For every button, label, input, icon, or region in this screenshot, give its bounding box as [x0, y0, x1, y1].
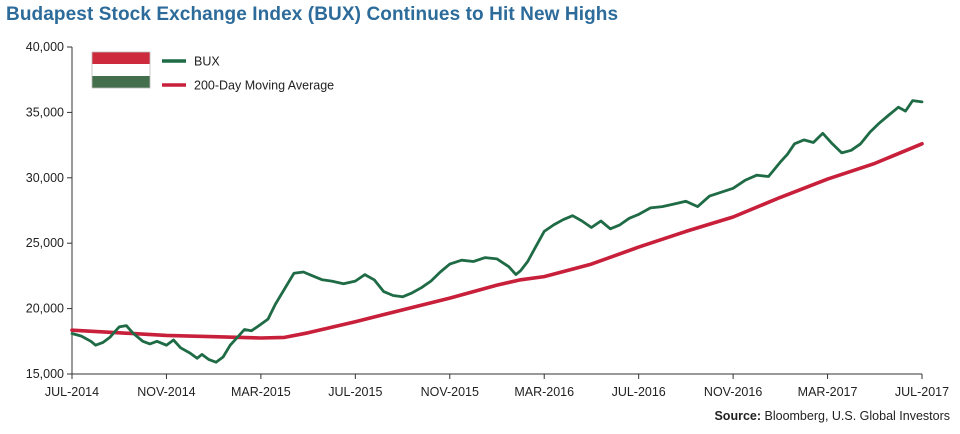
- bux-series-line: [70, 99, 924, 364]
- flag-green-stripe: [92, 76, 150, 88]
- y-tick-label: 35,000: [26, 105, 64, 119]
- chart-title: Budapest Stock Exchange Index (BUX) Cont…: [6, 4, 619, 25]
- series-lines: [70, 99, 924, 364]
- y-tick-label: 25,000: [26, 236, 64, 250]
- flag-white-stripe: [92, 64, 150, 76]
- x-axis-ticks: JUL-2014 NOV-2014 MAR-2015 JUL-2015 NOV-2015…: [45, 374, 949, 399]
- legend-moving-average-label: 200-Day Moving Average: [194, 79, 334, 93]
- x-tick-label: MAR-2016: [514, 385, 574, 399]
- x-tick-label: JUL-2017: [895, 385, 949, 399]
- source-note: Source: Bloomberg, U.S. Global Investors: [714, 409, 950, 423]
- chart-axes: [71, 47, 922, 375]
- moving-average-series-line: [70, 142, 924, 340]
- legend-bux-label: BUX: [194, 55, 220, 69]
- flag-border: [91, 51, 151, 89]
- x-tick-label: NOV-2016: [704, 385, 762, 399]
- x-tick-label: JUL-2016: [612, 385, 666, 399]
- x-tick-label: JUL-2015: [328, 385, 382, 399]
- y-tick-label: 30,000: [26, 171, 64, 185]
- x-tick-label: NOV-2014: [137, 385, 195, 399]
- source-label: Source:: [714, 409, 762, 423]
- y-tick-label: 20,000: [26, 302, 64, 316]
- x-tick-label: NOV-2015: [421, 385, 479, 399]
- x-tick-label: MAR-2015: [231, 385, 291, 399]
- y-tick-label: 40,000: [26, 40, 64, 54]
- x-tick-label: JUL-2014: [45, 385, 99, 399]
- y-axis-ticks: 15,000 20,000 25,000 30,000 35,000 40,000: [26, 40, 72, 381]
- flag-red-stripe: [92, 52, 150, 64]
- source-text: Bloomberg, U.S. Global Investors: [764, 409, 951, 423]
- y-tick-label: 15,000: [26, 367, 64, 381]
- x-tick-label: MAR-2017: [798, 385, 858, 399]
- chart-legend: BUX 200-Day Moving Average: [91, 51, 334, 93]
